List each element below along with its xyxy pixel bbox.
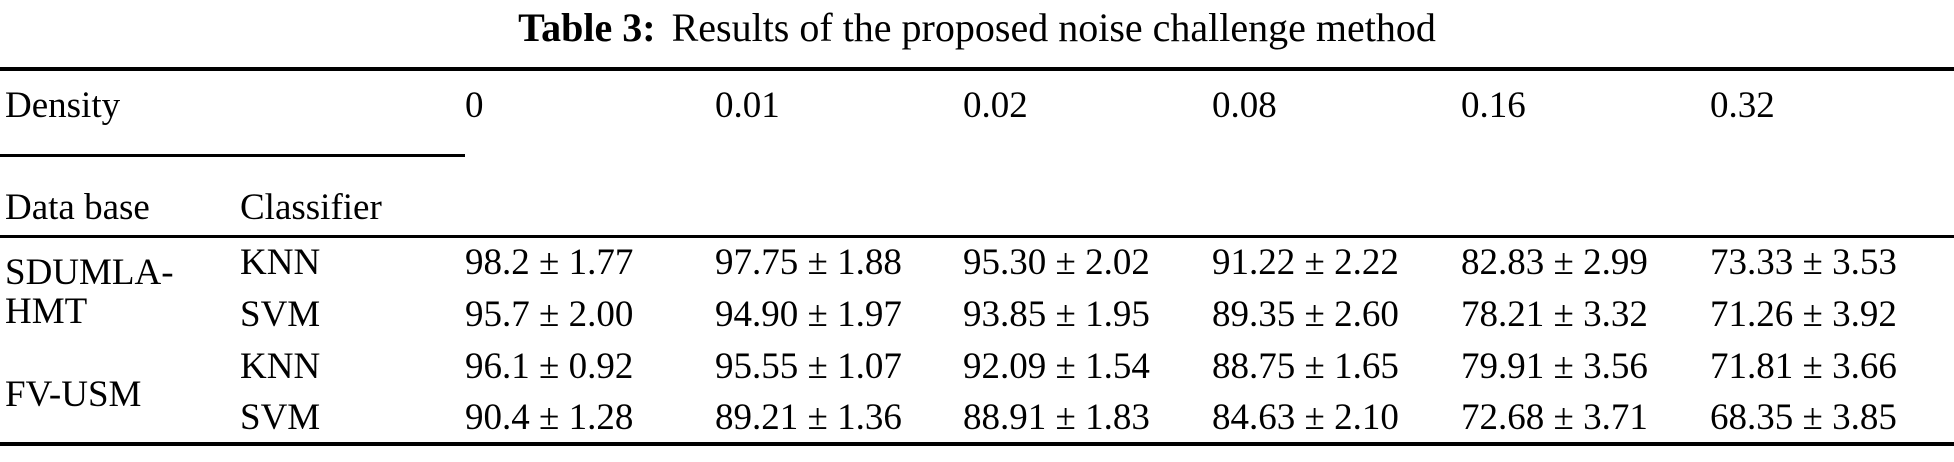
table-row: FV-USM KNN 96.1 ± 0.92 95.55 ± 1.07 92.0… (0, 340, 1954, 414)
result-cell: 71.26 ± 3.92 (1710, 293, 1897, 335)
result-cell: 91.22 ± 2.22 (1212, 242, 1399, 284)
results-table: Density 0 0.01 0.02 0.08 0.16 0.32 Data … (0, 67, 1954, 446)
result-cell: 71.81 ± 3.66 (1710, 345, 1897, 387)
classifier-cell: SVM (240, 293, 321, 335)
subheader-row: Data base Classifier (0, 155, 1954, 238)
table-row: SVM 90.4 ± 1.28 89.21 ± 1.36 88.91 ± 1.8… (0, 392, 1954, 444)
density-value-cell: 0.32 (1710, 85, 1775, 126)
result-cell: 92.09 ± 1.54 (963, 345, 1150, 387)
density-header-row: Density 0 0.01 0.02 0.08 0.16 0.32 (0, 69, 1954, 157)
result-cell: 82.83 ± 2.99 (1461, 242, 1648, 284)
result-cell: 84.63 ± 2.10 (1212, 396, 1399, 438)
result-cell: 68.35 ± 3.85 (1710, 396, 1897, 438)
database-name-line: SDUMLA- (5, 251, 174, 293)
classifier-cell: KNN (240, 345, 321, 387)
table-row: SDUMLA- HMT KNN 98.2 ± 1.77 97.75 ± 1.88… (0, 236, 1954, 331)
result-cell: 88.91 ± 1.83 (963, 396, 1150, 438)
result-cell: 95.30 ± 2.02 (963, 242, 1150, 284)
density-label-cell: Density (0, 69, 466, 157)
result-cell: 96.1 ± 0.92 (465, 345, 634, 387)
result-cell: 95.55 ± 1.07 (715, 345, 902, 387)
database-name-line: FV-USM (5, 373, 142, 415)
database-name-cell: FV-USM (0, 340, 240, 444)
result-cell: 88.75 ± 1.65 (1212, 345, 1399, 387)
density-value-cell: 0 (465, 85, 484, 126)
classifier-cell: KNN (240, 242, 321, 284)
result-cell: 72.68 ± 3.71 (1461, 396, 1648, 438)
table-caption-text: Results of the proposed noise challenge … (671, 5, 1436, 50)
result-cell: 90.4 ± 1.28 (465, 396, 634, 438)
database-name-line: HMT (5, 290, 88, 332)
result-cell: 89.21 ± 1.36 (715, 396, 902, 438)
result-cell: 89.35 ± 2.60 (1212, 293, 1399, 335)
table-caption: Table 3: Results of the proposed noise ch… (0, 4, 1954, 52)
result-cell: 78.21 ± 3.32 (1461, 293, 1648, 335)
database-name-cell: SDUMLA- HMT (0, 236, 240, 340)
result-cell: 73.33 ± 3.53 (1710, 242, 1897, 284)
density-value-cell: 0.08 (1212, 85, 1277, 126)
result-cell: 98.2 ± 1.77 (465, 242, 634, 284)
result-cell: 93.85 ± 1.95 (963, 293, 1150, 335)
classifier-header-cell: Classifier (240, 155, 466, 238)
result-cell: 95.7 ± 2.00 (465, 293, 634, 335)
table-caption-label: Table 3: (518, 5, 656, 50)
result-cell: 79.91 ± 3.56 (1461, 345, 1648, 387)
density-value-cell: 0.01 (715, 85, 780, 126)
result-cell: 97.75 ± 1.88 (715, 242, 902, 284)
classifier-cell: SVM (240, 396, 321, 438)
table-row: SVM 95.7 ± 2.00 94.90 ± 1.97 93.85 ± 1.9… (0, 288, 1954, 340)
density-value-cell: 0.16 (1461, 85, 1526, 126)
density-value-cell: 0.02 (963, 85, 1028, 126)
result-cell: 94.90 ± 1.97 (715, 293, 902, 335)
subheader-empty-cell (465, 155, 1954, 238)
database-header-cell: Data base (0, 155, 240, 238)
